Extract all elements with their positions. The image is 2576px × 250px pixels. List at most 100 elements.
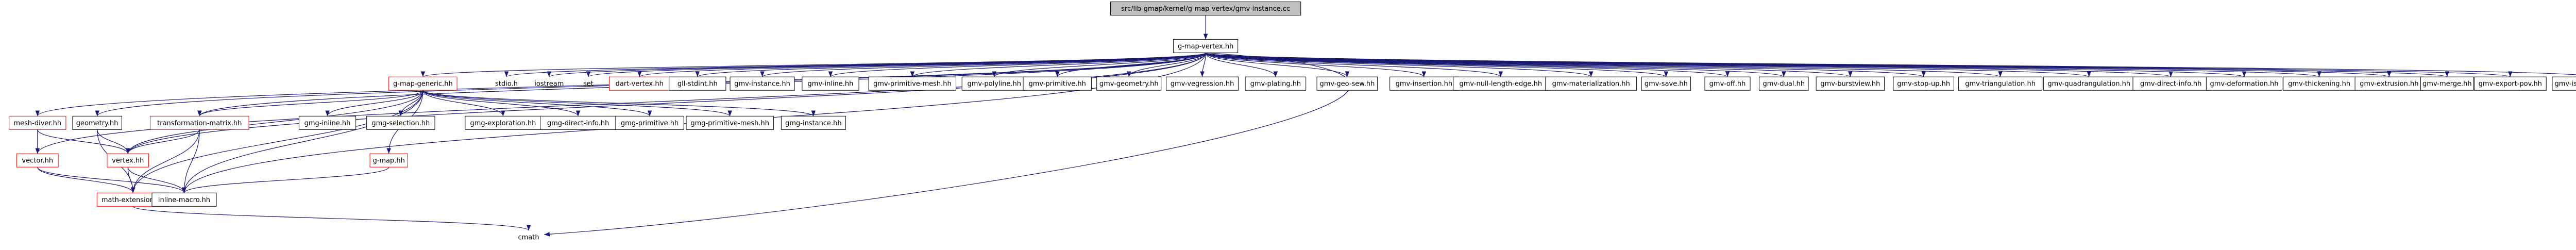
node-box [781, 115, 846, 130]
node-label: gmv-off.hh [1709, 80, 1746, 88]
edge [126, 90, 423, 154]
node-label: gll-stdint.hh [677, 80, 718, 88]
node-box [16, 153, 59, 168]
node-label: gmv-merge.hh [2422, 80, 2472, 88]
edge [547, 52, 1206, 77]
node-box [2354, 76, 2424, 91]
node-box [151, 192, 217, 207]
node-box [9, 115, 66, 130]
node-box [961, 76, 1027, 91]
node-box [1316, 76, 1378, 91]
edge [1205, 52, 2246, 77]
edge [182, 129, 200, 193]
node-label: cmath [518, 234, 539, 242]
node-label: stdio.h [495, 80, 518, 88]
node-label: gmv-isomorphisme.hh [2554, 80, 2576, 88]
node-box [1389, 76, 1459, 91]
node-label: geometry.hh [76, 120, 118, 127]
edge [97, 129, 130, 154]
node-label: gmv-materialization.hh [1552, 80, 1630, 88]
node-label: gmv-deformation.hh [2210, 80, 2278, 88]
node-label: gmv-insertion.hh [1396, 80, 1452, 88]
node-label: g-map-vertex.hh [1178, 43, 1233, 51]
node-box [72, 115, 122, 130]
node-label: transformation-matrix.hh [157, 120, 242, 127]
node-label: gmv-null-length-edge.hh [1460, 80, 1543, 88]
edge [127, 167, 135, 193]
node-label: set [583, 80, 594, 88]
node-label: gmv-geometry.hh [1099, 80, 1159, 88]
node-box [2473, 76, 2547, 91]
node-box [1096, 76, 1162, 91]
node-box [1545, 76, 1637, 91]
node-box [2552, 76, 2576, 91]
node-label: gmg-selection.hh [371, 120, 430, 127]
node-label: gmv-extrusion.hh [2360, 80, 2418, 88]
node-box [298, 115, 357, 130]
node-box [539, 115, 617, 130]
node-box [1110, 2, 1301, 16]
edge [325, 90, 423, 116]
node-label: mesh-diver.hh [13, 120, 61, 127]
node-label: gmv-plating.hh [1250, 80, 1301, 88]
edge [760, 52, 1206, 77]
node-box [2420, 76, 2474, 91]
node-box [1958, 76, 2043, 91]
edge [422, 90, 652, 116]
node-box [369, 153, 408, 168]
node-box [2206, 76, 2283, 91]
edge [1205, 52, 1503, 77]
node-box [615, 115, 684, 130]
node-label: g-map-generic.hh [393, 80, 453, 88]
node-label: gmv-thickening.hh [2288, 80, 2350, 88]
edge [544, 52, 1351, 237]
node-label: g-map.hh [372, 157, 404, 165]
edge [828, 52, 1206, 77]
edge [1200, 53, 1206, 77]
edge [197, 90, 423, 116]
node-label: gmv-export-pov.hh [2479, 80, 2542, 88]
node-label: gmv-geo-sew.hh [1319, 80, 1375, 88]
node-box [2043, 76, 2135, 91]
edge [586, 52, 1206, 77]
node-box [1023, 76, 1092, 91]
node-label: iostream [534, 80, 564, 88]
edge [182, 166, 389, 193]
node-label: inline-macro.hh [158, 196, 210, 204]
edge [37, 166, 187, 193]
node-box [608, 76, 670, 91]
node-box [149, 115, 249, 130]
edge [130, 90, 423, 193]
node-label: gmv-primitive.hh [1028, 80, 1086, 88]
node-label: gmv-save.hh [1645, 80, 1688, 88]
node-label: gmv-polyline.hh [967, 80, 1021, 88]
node-label: gmv-quadrangulation.hh [2047, 80, 2130, 88]
edge [132, 206, 531, 231]
node-box [1641, 76, 1691, 91]
node-label: gmv-inline.hh [808, 80, 854, 88]
node-label: gmv-dual.hh [1762, 80, 1805, 88]
node-box [1816, 76, 1885, 91]
edge [182, 90, 423, 193]
node-label: gmg-inline.hh [304, 120, 351, 127]
node-box [686, 115, 774, 130]
node-label: gmv-instance.hh [734, 80, 790, 88]
node-box [730, 76, 795, 91]
node-label: gmg-primitive.hh [621, 120, 679, 127]
node-label: gmg-exploration.hh [470, 120, 536, 127]
edge [1205, 52, 1426, 77]
node-label: vertex.hh [112, 157, 144, 165]
node-label: gmv-stop-up.hh [1897, 80, 1950, 88]
node-label: src/lib-gmap/kernel/g-map-vertex/gmv-ins… [1121, 5, 1290, 13]
node-label: vector.hh [22, 157, 53, 165]
node-box [669, 76, 726, 91]
edge [37, 129, 130, 154]
node-label: gmv-burstview.hh [1820, 80, 1880, 88]
node-label: dart-vertex.hh [616, 80, 664, 88]
node-box [1173, 39, 1239, 53]
node-label: gmg-instance.hh [785, 120, 842, 127]
node-box [1166, 76, 1239, 91]
edge [422, 90, 505, 116]
